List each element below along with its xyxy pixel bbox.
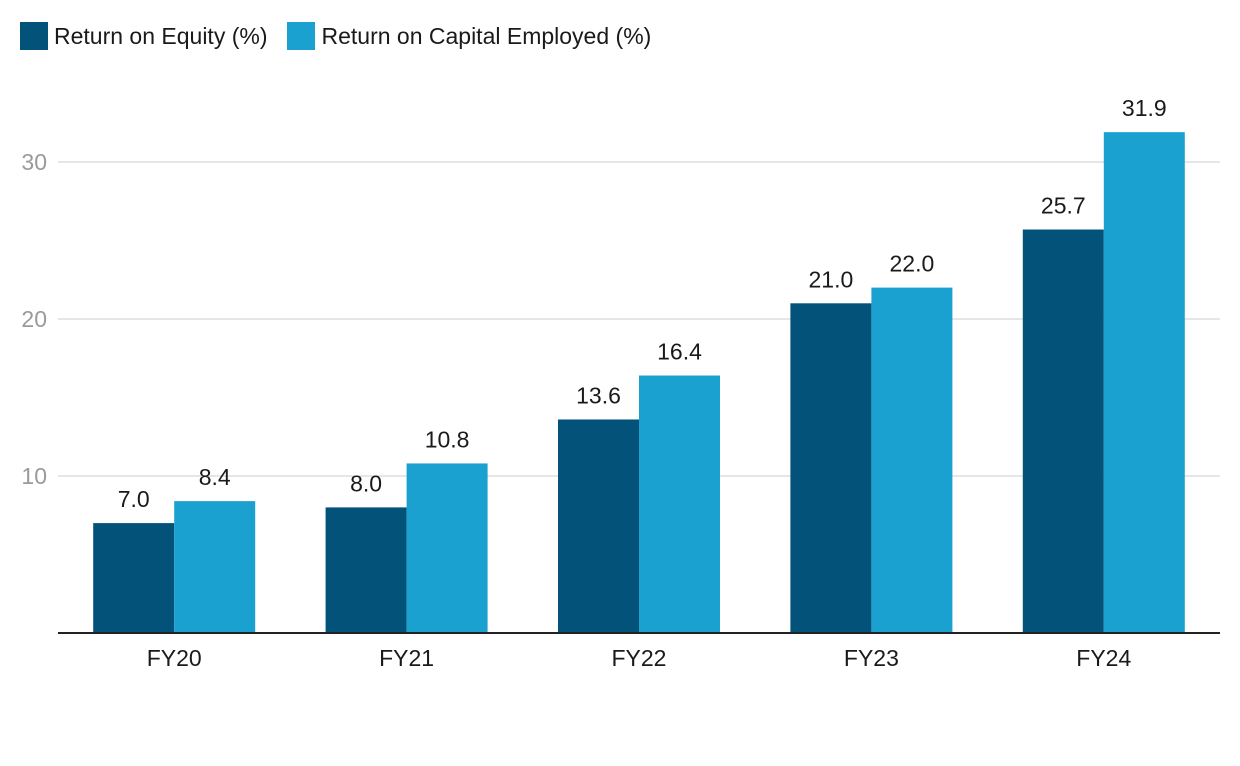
x-tick-label-fy21: FY21 (379, 645, 434, 671)
y-tick-label-30: 30 (21, 149, 47, 175)
x-tick-label-fy24: FY24 (1076, 645, 1131, 671)
data-label-fy22-series-1: 16.4 (657, 339, 702, 365)
bar-fy23-series-0 (790, 303, 872, 633)
data-label-fy21-series-1: 10.8 (425, 426, 470, 452)
legend-swatch-roe (20, 22, 48, 50)
legend-swatch-roce (287, 22, 316, 50)
data-label-fy23-series-0: 21.0 (809, 266, 854, 292)
x-tick-label-fy23: FY23 (844, 645, 899, 671)
data-label-fy21-series-0: 8.0 (350, 470, 382, 496)
data-label-fy20-series-0: 7.0 (118, 486, 150, 512)
bar-fy20-series-0 (93, 523, 175, 633)
bar-fy21-series-0 (325, 507, 407, 633)
bar-fy24-series-0 (1022, 229, 1104, 633)
data-label-fy20-series-1: 8.4 (199, 464, 231, 490)
data-label-fy24-series-1: 31.9 (1122, 95, 1167, 121)
legend-label-roce: Return on Capital Employed (%) (321, 22, 652, 49)
bar-fy22-series-0 (558, 419, 639, 633)
data-label-fy22-series-0: 13.6 (576, 382, 621, 408)
legend-item-roce: Return on Capital Employed (%) (287, 22, 651, 50)
x-tick-label-fy20: FY20 (147, 645, 202, 671)
bar-fy22-series-1 (639, 375, 720, 633)
bar-fy23-series-1 (871, 287, 953, 633)
x-tick-label-fy22: FY22 (612, 645, 667, 671)
chart-legend: Return on Equity (%) Return on Capital E… (20, 20, 671, 52)
data-label-fy23-series-1: 22.0 (890, 251, 935, 277)
bar-fy21-series-1 (406, 463, 488, 633)
y-tick-label-10: 10 (21, 463, 47, 489)
bar-fy20-series-1 (174, 501, 256, 633)
legend-label-roe: Return on Equity (%) (54, 22, 268, 49)
data-label-fy24-series-0: 25.7 (1041, 193, 1086, 219)
legend-item-roe: Return on Equity (%) (20, 22, 267, 50)
y-tick-label-20: 20 (21, 306, 47, 332)
bar-fy24-series-1 (1103, 132, 1185, 634)
